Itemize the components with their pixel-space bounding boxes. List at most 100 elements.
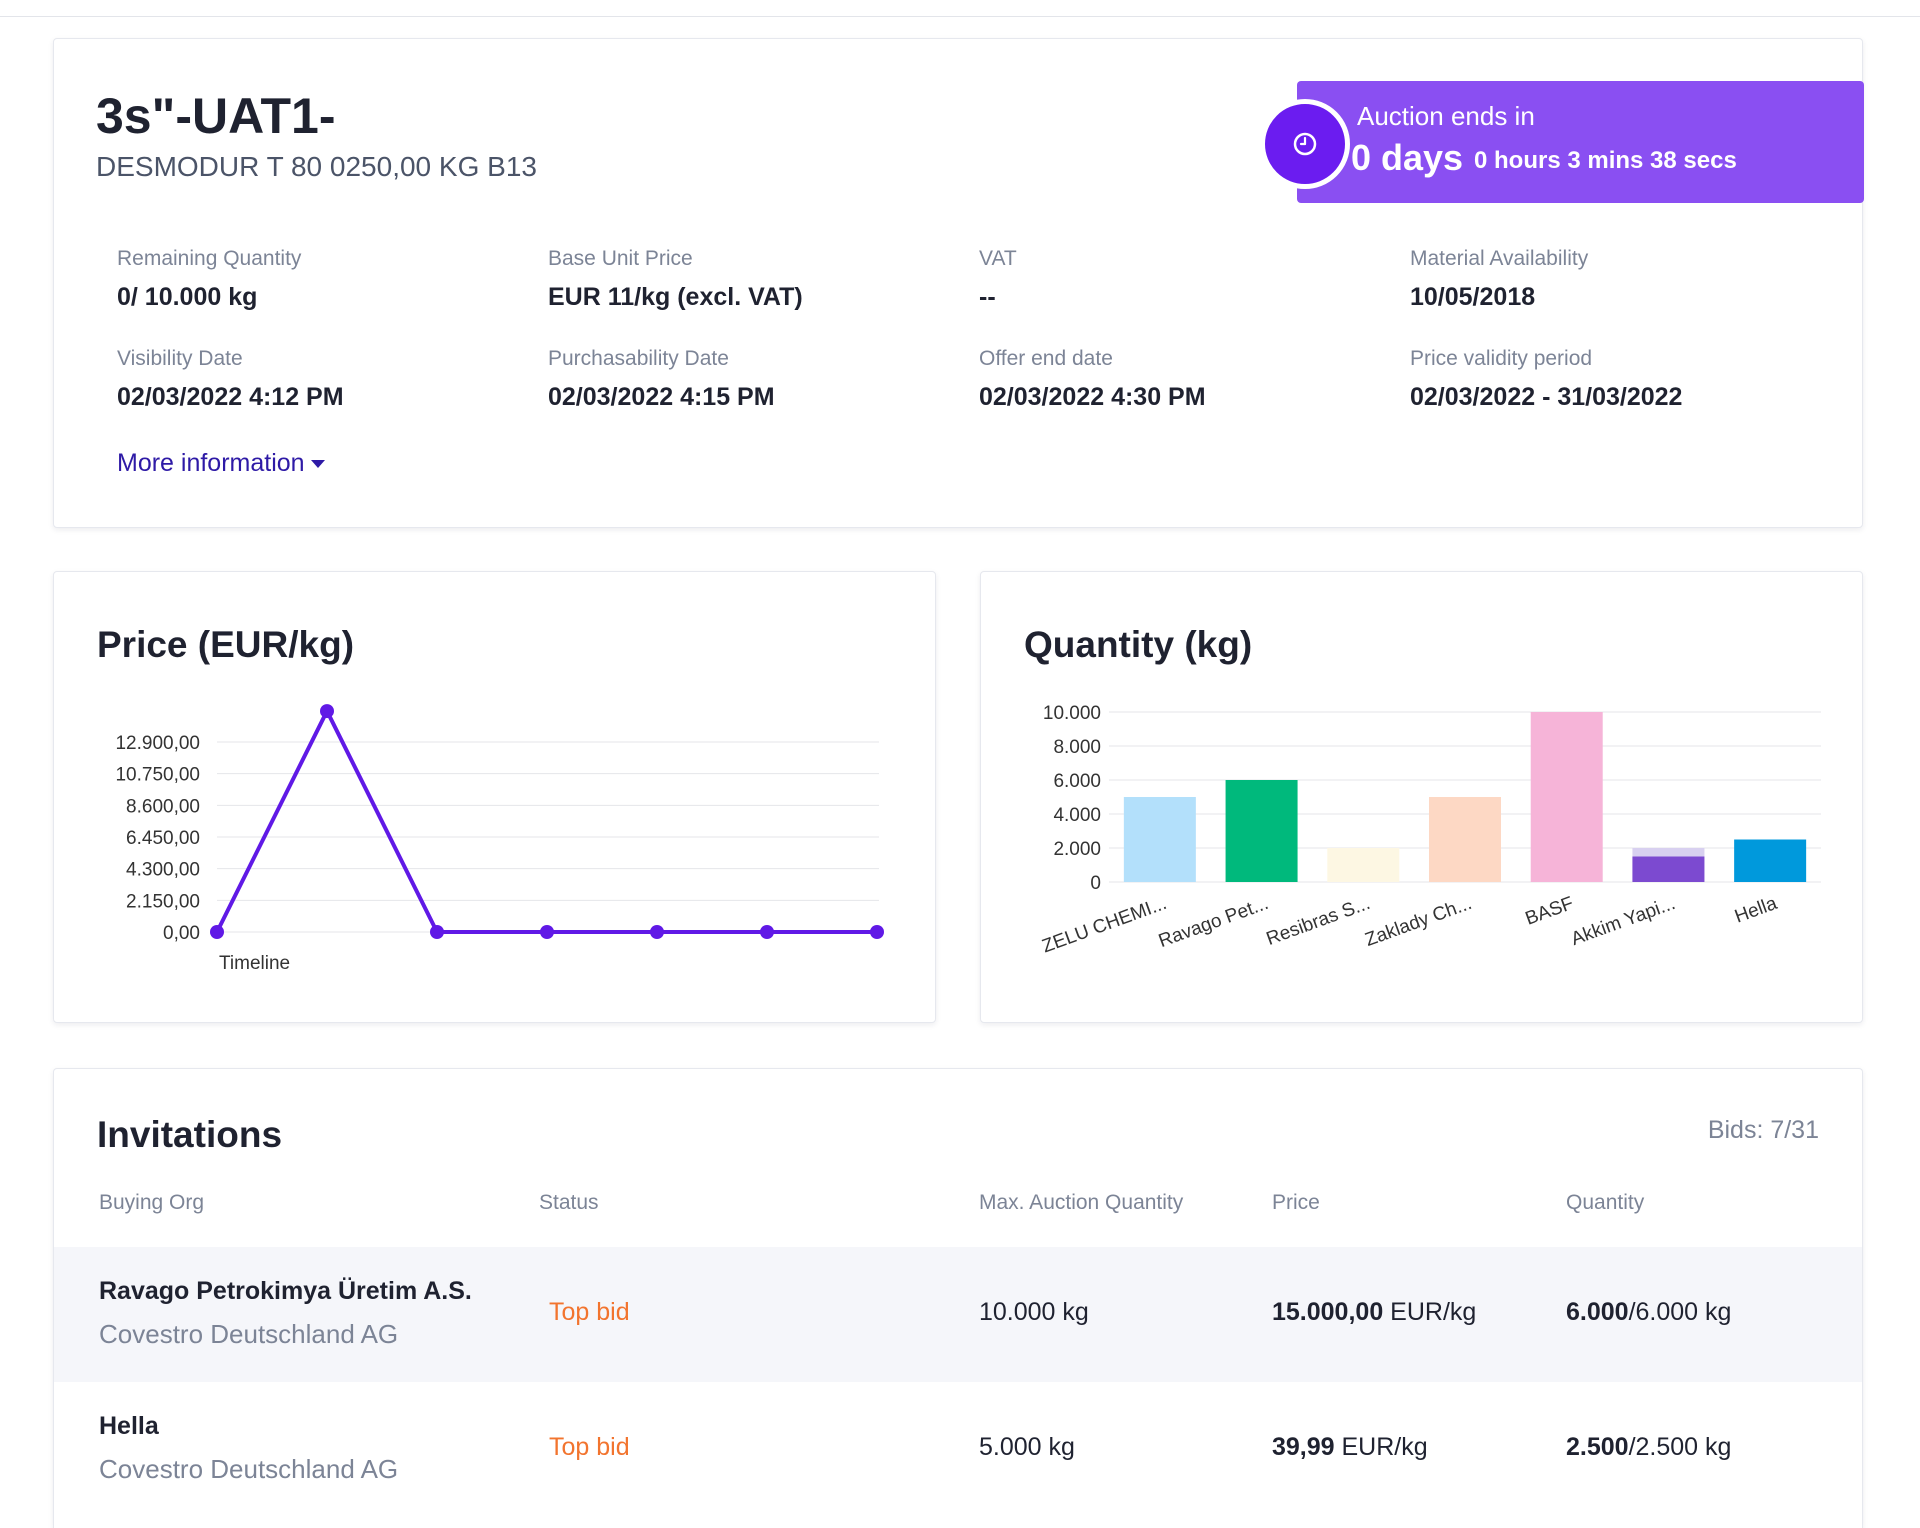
quantity-chart-card: Quantity (kg) 0 2.000 4.000 6.000 8.000 10.00… (980, 571, 1863, 1023)
bar (1123, 797, 1196, 882)
clock-icon (1260, 99, 1350, 189)
y-tick-label: 4.300,00 (126, 860, 200, 881)
field-value: 02/03/2022 4:15 PM (548, 383, 775, 411)
x-tick-label: Zaklady Ch... (1362, 893, 1474, 951)
bar (1327, 848, 1400, 882)
field-value: 0/ 10.000 kg (117, 283, 258, 311)
bid-quantity: 2.500/2.500 kg (1566, 1433, 1731, 1462)
y-tick-label: 10.000 (1043, 703, 1101, 724)
column-header-max-quantity: Max. Auction Quantity (979, 1191, 1184, 1214)
column-header-buying-org: Buying Org (99, 1191, 205, 1214)
bar (1429, 797, 1501, 882)
data-point (320, 704, 334, 719)
price-chart-title: Price (EUR/kg) (97, 624, 355, 665)
bid-price: 15.000,00 EUR/kg (1272, 1298, 1476, 1327)
y-tick-label: 2.000 (1053, 839, 1101, 860)
field-remaining-quantity: Remaining Quantity 0/ 10.000 kg (117, 247, 301, 312)
more-information-link[interactable]: More information (117, 449, 325, 478)
y-tick-label: 8.600,00 (126, 796, 200, 817)
field-visibility-date: Visibility Date 02/03/2022 4:12 PM (117, 347, 344, 412)
y-tick-label: 6.000 (1053, 771, 1101, 792)
bid-quantity-value: 6.000 (1566, 1298, 1629, 1326)
field-offer-end-date: Offer end date 02/03/2022 4:30 PM (979, 347, 1206, 412)
y-tick-label: 12.900,00 (115, 733, 200, 754)
auction-title: 3s"-UAT1- (96, 88, 336, 144)
field-label: Remaining Quantity (117, 247, 302, 270)
bid-quantity-total: /6.000 kg (1628, 1298, 1732, 1326)
buying-org-name: Ravago Petrokimya Üretim A.S. (99, 1277, 472, 1305)
bid-price-value: 15.000,00 (1272, 1298, 1384, 1326)
auction-info-card: 3s"-UAT1- DESMODUR T 80 0250,00 KG B13 A… (53, 38, 1864, 528)
field-value: 02/03/2022 4:12 PM (117, 383, 344, 411)
bar (1530, 712, 1603, 882)
field-purchasability-date: Purchasability Date 02/03/2022 4:15 PM (548, 347, 775, 412)
x-tick-label: Ravago Pet... (1156, 893, 1271, 952)
seller-org-name: Covestro Deutschland AG (99, 1454, 399, 1484)
bid-price-unit: EUR/kg (1383, 1298, 1477, 1326)
more-information-label: More information (117, 449, 305, 477)
timer-label: Auction ends in (1357, 101, 1535, 131)
status-badge: Top bid (549, 1298, 630, 1326)
table-row[interactable]: Hella Covestro Deutschland AG Top bid 5.… (54, 1382, 1862, 1517)
invitations-card: Invitations Bids: 7/31 Buying Org Status… (53, 1068, 1863, 1528)
x-tick-label: BASF (1523, 893, 1577, 930)
timer-days: 0 days (1351, 137, 1464, 178)
field-value: -- (979, 283, 996, 311)
bid-price: 39,99 EUR/kg (1272, 1433, 1428, 1462)
field-value: 02/03/2022 - 31/03/2022 (1410, 383, 1683, 411)
data-point (650, 925, 664, 939)
field-label: Offer end date (979, 347, 1113, 370)
y-tick-label: 0,00 (163, 923, 200, 944)
field-label: Purchasability Date (548, 347, 729, 370)
price-chart-card: Price (EUR/kg) 0,00 2.150,00 4.300,00 6.450… (53, 571, 936, 1023)
field-label: Price validity period (1410, 347, 1593, 370)
x-axis-label: Timeline (219, 953, 290, 974)
field-label: VAT (979, 247, 1017, 270)
bar (1225, 780, 1298, 882)
x-tick-label: ZELU CHEMI... (1039, 893, 1169, 958)
bid-quantity-value: 2.500 (1566, 1433, 1629, 1461)
field-label: Material Availability (1410, 247, 1589, 270)
field-value: 10/05/2018 (1410, 283, 1536, 311)
auction-subtitle: DESMODUR T 80 0250,00 KG B13 (96, 151, 537, 182)
bar-segment (1632, 856, 1705, 882)
field-price-validity-period: Price validity period 02/03/2022 - 31/03… (1410, 347, 1682, 412)
column-header-price: Price (1272, 1191, 1320, 1214)
bids-count: Bids: 7/31 (1707, 1116, 1819, 1144)
top-divider (0, 16, 1920, 17)
table-row[interactable]: Ravago Petrokimya Üretim A.S. Covestro D… (54, 1247, 1862, 1382)
column-header-status: Status (539, 1191, 599, 1214)
bar (1734, 839, 1807, 882)
x-tick-label: Akkim Yapi... (1568, 893, 1678, 950)
y-tick-label: 0 (1090, 873, 1101, 894)
y-tick-label: 2.150,00 (126, 891, 200, 912)
data-point (760, 925, 774, 939)
status-badge: Top bid (549, 1433, 630, 1461)
x-tick-label: Resibras S... (1264, 893, 1373, 950)
seller-org-name: Covestro Deutschland AG (99, 1319, 399, 1349)
y-tick-label: 8.000 (1053, 737, 1101, 758)
bid-quantity: 6.000/6.000 kg (1566, 1298, 1731, 1327)
caret-down-icon (310, 460, 325, 469)
column-header-quantity: Quantity (1566, 1191, 1645, 1214)
max-auction-quantity: 5.000 kg (979, 1433, 1075, 1461)
bid-price-unit: EUR/kg (1334, 1433, 1428, 1461)
price-chart: 0,00 2.150,00 4.300,00 6.450,00 8.600,00 10.7… (115, 704, 884, 974)
data-point (210, 925, 224, 939)
field-base-unit-price: Base Unit Price EUR 11/kg (excl. VAT) (548, 247, 803, 312)
field-material-availability: Material Availability 10/05/2018 (1410, 247, 1588, 312)
series-line (215, 709, 877, 934)
bid-quantity-total: /2.500 kg (1628, 1433, 1732, 1461)
field-label: Visibility Date (117, 347, 243, 370)
data-point (540, 925, 554, 939)
x-tick-label: Hella (1732, 893, 1780, 928)
timer-remaining: 0 hours 3 mins 38 secs (1474, 147, 1737, 174)
field-value: 02/03/2022 4:30 PM (979, 383, 1206, 411)
max-auction-quantity: 10.000 kg (979, 1298, 1089, 1326)
field-value: EUR 11/kg (excl. VAT) (548, 283, 803, 311)
field-label: Base Unit Price (548, 247, 693, 270)
data-point (870, 925, 884, 939)
invitations-title: Invitations (97, 1114, 283, 1155)
bid-price-value: 39,99 (1272, 1433, 1335, 1461)
auction-timer: Auction ends in 0 days 0 hours 3 mins 38… (1297, 81, 1864, 203)
